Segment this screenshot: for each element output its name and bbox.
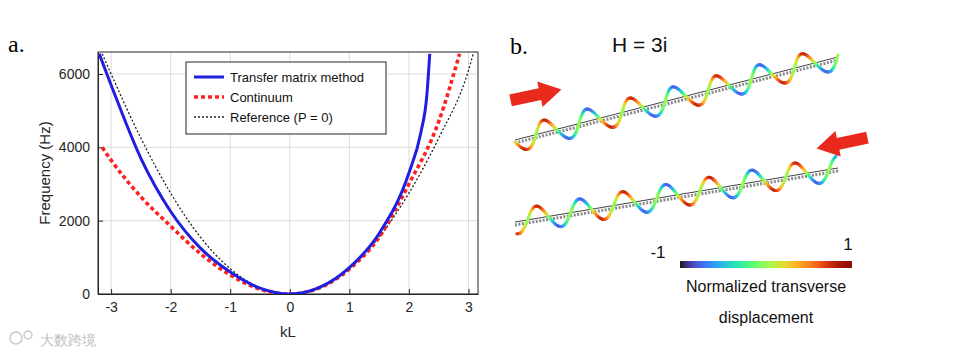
y-tick-label: 0 bbox=[82, 286, 90, 302]
panel-title: H = 3i bbox=[612, 33, 667, 56]
x-tick-mark bbox=[468, 289, 469, 294]
legend-swatch bbox=[194, 95, 224, 99]
figure-svg: -3 -2 -1 0 1 2 3 0 2000 4000 6000 kL Frequency (Hz) a… bbox=[0, 0, 960, 356]
colorbar bbox=[680, 261, 852, 268]
x-tick-mark bbox=[111, 289, 112, 294]
legend-label: Reference (P = 0) bbox=[230, 110, 333, 125]
x-tick-mark bbox=[171, 289, 172, 294]
grid-line-y bbox=[98, 220, 478, 221]
x-tick-label: -1 bbox=[224, 299, 237, 315]
x-tick-label: 1 bbox=[346, 299, 354, 315]
y-tick-mark bbox=[98, 74, 103, 75]
y-tick: 0 bbox=[82, 286, 103, 302]
rod bbox=[515, 171, 838, 225]
rod-axis bbox=[515, 168, 838, 222]
watermark: 大数跨境 bbox=[10, 331, 96, 348]
x-tick: -3 bbox=[105, 289, 118, 315]
colorbar-label: displacement bbox=[719, 309, 814, 326]
grid-line-x bbox=[170, 52, 171, 294]
grid-line-y bbox=[98, 147, 478, 148]
x-tick: 1 bbox=[346, 289, 354, 315]
lines bbox=[99, 54, 473, 294]
grid-line-x bbox=[468, 52, 469, 294]
y-tick: 6000 bbox=[59, 66, 103, 82]
series-line bbox=[99, 54, 430, 294]
series-line bbox=[102, 54, 473, 294]
direction-arrow bbox=[508, 77, 564, 113]
colorbar-tick-label: -1 bbox=[650, 243, 665, 262]
grid bbox=[98, 52, 478, 294]
figure: -3 -2 -1 0 1 2 3 0 2000 4000 6000 kL Frequency (Hz) a… bbox=[0, 0, 960, 356]
y-axis: 0 2000 4000 6000 bbox=[59, 53, 103, 302]
colorbar-tick-label: 1 bbox=[843, 235, 852, 254]
x-tick-label: -3 bbox=[105, 299, 118, 315]
x-tick-mark bbox=[409, 289, 410, 294]
x-tick-label: -2 bbox=[165, 299, 178, 315]
watermark-text: 大数跨境 bbox=[40, 332, 96, 348]
x-axis-title: kL bbox=[280, 323, 296, 340]
legend-label: Transfer matrix method bbox=[230, 70, 364, 85]
colorbar-label: Normalized transverse bbox=[686, 278, 846, 295]
legend-label: Continuum bbox=[230, 90, 293, 105]
y-axis-title: Frequency (Hz) bbox=[36, 121, 53, 224]
legend-box bbox=[186, 62, 386, 134]
legend: Transfer matrix method Continuum Reference… bbox=[186, 62, 386, 134]
y-tick-label: 6000 bbox=[59, 66, 90, 82]
panel-label: b. bbox=[510, 33, 528, 59]
y-tick-label: 4000 bbox=[59, 139, 90, 155]
x-tick-mark bbox=[230, 289, 231, 294]
rod bbox=[515, 60, 838, 143]
y-axis-line bbox=[98, 53, 99, 295]
wave bbox=[515, 156, 838, 234]
x-tick-label: 2 bbox=[406, 299, 414, 315]
x-tick: 3 bbox=[465, 289, 473, 315]
y-tick-mark bbox=[98, 294, 103, 295]
x-tick: -2 bbox=[165, 289, 178, 315]
plot-frame bbox=[98, 52, 478, 294]
y-tick-mark bbox=[98, 221, 103, 222]
x-axis-line bbox=[99, 294, 479, 295]
y-tick-label: 2000 bbox=[59, 213, 90, 229]
wave bbox=[515, 54, 838, 150]
x-tick: 2 bbox=[406, 289, 414, 315]
legend-swatch bbox=[194, 116, 224, 117]
panel-label: a. bbox=[8, 31, 25, 57]
watermark-logo bbox=[10, 332, 22, 344]
legend-swatch bbox=[194, 76, 224, 79]
wave-segment bbox=[835, 156, 836, 157]
y-tick: 4000 bbox=[59, 139, 103, 155]
x-tick-mark bbox=[349, 289, 350, 294]
wave-segment bbox=[836, 55, 840, 58]
x-tick: -1 bbox=[224, 289, 237, 315]
watermark-logo bbox=[24, 331, 32, 339]
series-line bbox=[102, 54, 459, 294]
x-tick-label: 0 bbox=[286, 299, 294, 315]
x-tick-label: 3 bbox=[465, 299, 473, 315]
rod-axis bbox=[515, 57, 838, 140]
direction-arrow bbox=[814, 125, 870, 161]
y-tick: 2000 bbox=[59, 213, 103, 229]
